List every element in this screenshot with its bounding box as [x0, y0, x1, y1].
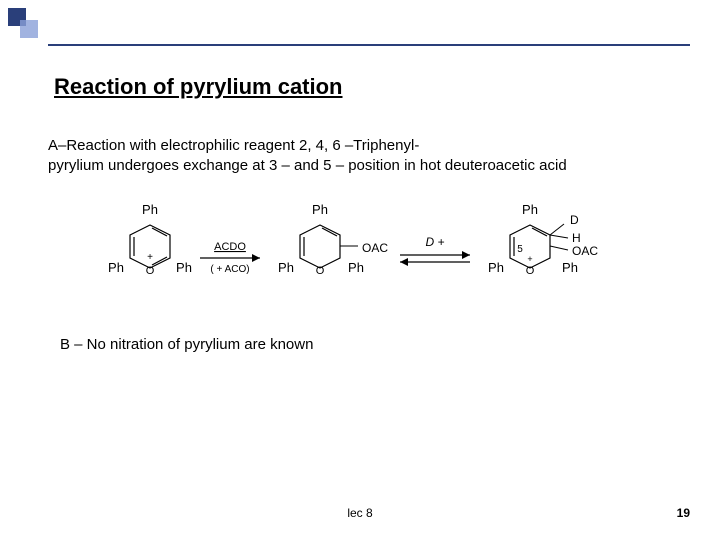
- label-oac: OAC: [362, 241, 388, 255]
- label-plus1: +: [147, 252, 153, 263]
- label-oac3: OAC: [572, 244, 598, 258]
- label-o1: O: [146, 265, 155, 277]
- label-o2: O: [316, 265, 325, 277]
- arrow2-label-top: D +: [425, 235, 444, 249]
- arrow-1: ACDO ( + ACO): [200, 241, 260, 275]
- label-5: 5: [517, 244, 523, 255]
- arrow1-label-top: ACDO: [214, 241, 246, 253]
- label-ph-right1: Ph: [176, 260, 192, 275]
- label-ph-left3: Ph: [488, 260, 504, 275]
- footer-center: lec 8: [0, 506, 720, 520]
- paragraph-a: A–Reaction with electrophilic reagent 2,…: [48, 136, 690, 177]
- label-plus3: +: [527, 254, 532, 264]
- arrow1-label-bot: ( + ACO): [210, 264, 249, 275]
- label-o3: O: [526, 265, 535, 277]
- label-ph-right2: Ph: [348, 260, 364, 275]
- paragraph-b: B – No nitration of pyrylium are known: [60, 336, 313, 353]
- label-d: D: [570, 213, 579, 227]
- arrow-2: D +: [400, 235, 470, 266]
- label-ph-right3: Ph: [562, 260, 578, 275]
- header-rule: [48, 44, 690, 46]
- reaction-scheme: Ph Ph Ph O + ACDO ( + ACO) Ph Ph Ph O OA…: [90, 200, 650, 320]
- structure-3: Ph Ph Ph O + 5 D H OAC: [488, 202, 598, 277]
- deco-square-light: [20, 20, 38, 38]
- label-ph-left2: Ph: [278, 260, 294, 275]
- label-h: H: [572, 231, 581, 245]
- label-ph-top1: Ph: [142, 202, 158, 217]
- label-ph-top2: Ph: [312, 202, 328, 217]
- slide-title: Reaction of pyrylium cation: [54, 74, 343, 100]
- structure-2: Ph Ph Ph O OAC: [278, 202, 388, 277]
- structure-1: Ph Ph Ph O +: [108, 202, 192, 277]
- corner-decoration: [0, 0, 120, 40]
- slide-number: 19: [677, 506, 690, 520]
- label-ph-top3: Ph: [522, 202, 538, 217]
- label-ph-left1: Ph: [108, 260, 124, 275]
